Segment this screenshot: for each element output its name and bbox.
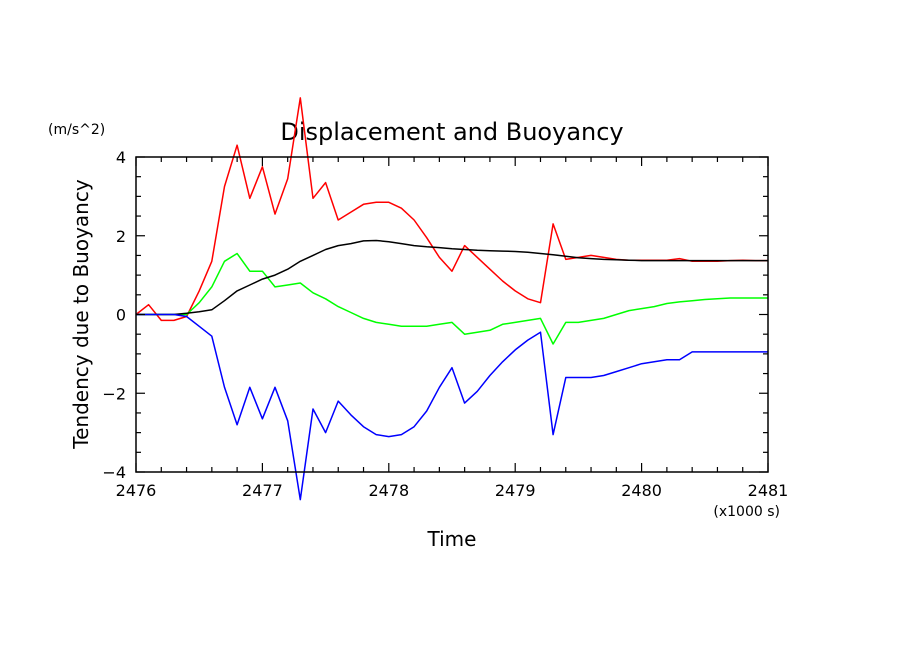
- y-tick-label: 2: [116, 227, 126, 246]
- ticks-layer: 2476 2477 2478 2479 2480 2481 −4 −2 0 2 4: [102, 148, 788, 500]
- x-tick-label: 2476: [116, 481, 157, 500]
- x-tick-label: 2479: [495, 481, 536, 500]
- series-line-3: [136, 239, 768, 316]
- series-line-2: [136, 252, 768, 345]
- y-axis-label: Tendency due to Buoyancy: [69, 179, 93, 450]
- y-tick-label: 0: [116, 306, 126, 325]
- series-layer: [135, 97, 768, 501]
- y-tick-label: 4: [116, 148, 126, 167]
- y-tick-label: −4: [102, 463, 126, 482]
- x-tick-label: 2478: [368, 481, 409, 500]
- x-tick-label: 2480: [621, 481, 662, 500]
- x-axis-multiplier: (x1000 s): [713, 504, 780, 520]
- plot-frame: [135, 156, 769, 473]
- x-tick-label: 2481: [748, 481, 789, 500]
- y-tick-label: −2: [102, 384, 126, 403]
- series-line-4: [136, 313, 768, 501]
- y-axis-unit: (m/s^2): [48, 122, 105, 138]
- chart-title: Displacement and Buoyancy: [280, 118, 623, 146]
- x-tick-label: 2477: [242, 481, 283, 500]
- x-axis-label: Time: [427, 527, 477, 551]
